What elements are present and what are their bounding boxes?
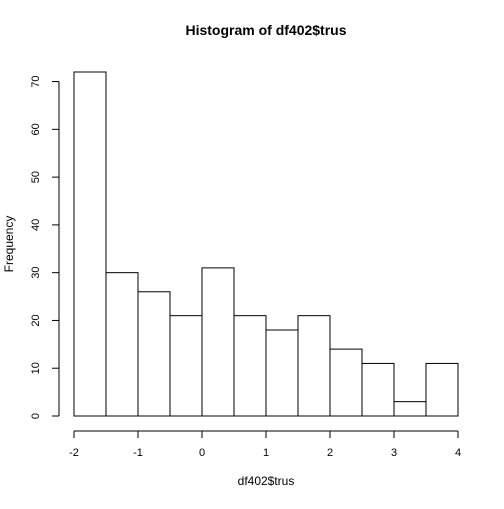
histogram-bar-10 [393, 401, 427, 417]
histogram-bar-5 [233, 315, 267, 417]
x-tick-label-4: 2 [327, 447, 333, 459]
y-tick-label-3: 30 [30, 267, 42, 279]
chart-title: Histogram of df402$trus [185, 22, 346, 38]
histogram-bar-4 [201, 267, 235, 417]
histogram-bar-3 [169, 315, 203, 417]
histogram-bar-2 [137, 291, 171, 417]
y-tick-label-0: 0 [30, 413, 42, 419]
y-tick-label-6: 60 [30, 123, 42, 135]
histogram-bar-8 [329, 348, 363, 417]
x-tick-label-6: 4 [455, 447, 461, 459]
y-axis-label: Frequency [2, 216, 16, 273]
x-tick-label-0: -2 [69, 447, 79, 459]
histogram-bar-9 [361, 362, 395, 417]
y-tick-label-2: 20 [30, 314, 42, 326]
histogram-bar-11 [425, 362, 459, 417]
x-tick-label-3: 1 [263, 447, 269, 459]
y-axis: 0 10 20 30 40 50 60 70 [30, 75, 60, 419]
x-tick-label-1: -1 [133, 447, 143, 459]
x-axis-label: df402$trus [238, 474, 295, 488]
x-tick-label-2: 0 [199, 447, 205, 459]
x-axis: -2 -1 0 1 2 3 4 [69, 430, 461, 459]
y-tick-label-4: 40 [30, 219, 42, 231]
y-tick-label-1: 10 [30, 362, 42, 374]
y-tick-label-7: 70 [30, 75, 42, 87]
bars-group [73, 71, 459, 417]
histogram-bar-0 [73, 71, 107, 417]
x-tick-label-5: 3 [391, 447, 397, 459]
histogram-bar-6 [265, 329, 299, 417]
y-tick-label-5: 50 [30, 171, 42, 183]
histogram-bar-1 [105, 272, 139, 417]
histogram-bar-7 [297, 315, 331, 417]
